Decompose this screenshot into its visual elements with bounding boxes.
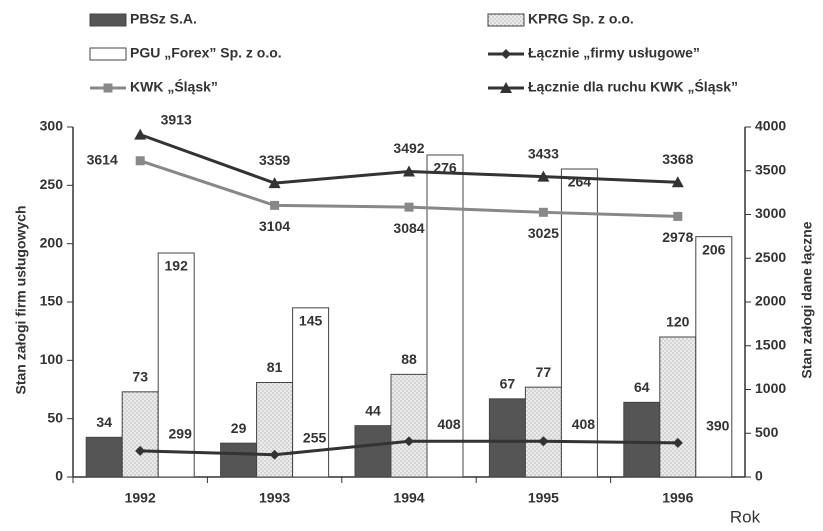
bar — [390, 373, 428, 478]
x-axis-label: Rok — [730, 507, 761, 526]
legend-label: PGU „Forex” Sp. z o.o. — [130, 45, 282, 61]
y-tick-label: 50 — [47, 409, 63, 425]
line-marker — [135, 156, 145, 166]
legend-marker — [500, 82, 512, 93]
line-marker — [671, 176, 684, 188]
data-label: 3433 — [528, 145, 559, 161]
data-label: 299 — [169, 426, 193, 442]
legend-marker — [501, 49, 511, 59]
data-label: 2978 — [662, 229, 693, 245]
data-label: 64 — [634, 379, 650, 395]
bar — [85, 436, 123, 478]
data-label: 3104 — [259, 218, 290, 234]
y2-tick-label: 1000 — [755, 380, 786, 396]
bar — [623, 401, 661, 478]
line-marker — [537, 170, 550, 182]
line-marker — [672, 437, 683, 448]
data-label: 3492 — [393, 140, 424, 156]
x-tick-label: 1995 — [528, 490, 559, 506]
line-marker — [270, 200, 280, 210]
x-tick-label: 1996 — [662, 490, 693, 506]
data-label: 206 — [702, 241, 726, 257]
data-label: 255 — [303, 429, 327, 445]
data-label: 145 — [299, 313, 323, 329]
data-label: 77 — [536, 364, 552, 380]
bar — [220, 442, 258, 478]
line-marker — [673, 211, 683, 221]
legend-swatch — [89, 13, 127, 27]
line-marker — [134, 128, 147, 140]
bar — [659, 336, 697, 478]
data-label: 3614 — [87, 151, 118, 167]
data-label: 73 — [132, 369, 148, 385]
legend-swatch — [487, 13, 525, 27]
data-label: 29 — [231, 420, 247, 436]
x-tick-label: 1993 — [259, 490, 290, 506]
bar — [256, 382, 294, 478]
y-tick-label: 0 — [55, 468, 63, 484]
y2-axis-label: Stan załogi dane łączne — [799, 221, 815, 378]
bar — [560, 168, 598, 478]
line-marker — [404, 202, 414, 212]
y-tick-label: 300 — [40, 118, 64, 134]
line-marker — [268, 177, 281, 189]
bar — [695, 236, 733, 478]
y-tick-label: 150 — [40, 293, 64, 309]
legend-label: KWK „Śląsk” — [130, 78, 218, 95]
y-axis-label: Stan załogi firm usługowych — [13, 205, 29, 394]
data-label: 44 — [365, 402, 381, 418]
legend-marker — [103, 83, 113, 93]
data-label: 264 — [568, 174, 592, 190]
line-marker — [538, 207, 548, 217]
y2-tick-label: 2000 — [755, 293, 786, 309]
data-label: 67 — [500, 376, 516, 392]
line-marker — [404, 436, 414, 447]
data-label: 3359 — [259, 152, 290, 168]
y2-tick-label: 500 — [755, 424, 779, 440]
data-label: 3025 — [528, 225, 559, 241]
line-marker — [135, 445, 146, 456]
data-label: 408 — [572, 416, 596, 432]
line-marker — [538, 436, 549, 447]
y2-tick-label: 3500 — [755, 161, 786, 177]
data-label: 3084 — [393, 220, 424, 236]
data-label: 408 — [437, 416, 461, 432]
bar — [157, 252, 195, 478]
y-tick-label: 200 — [40, 234, 64, 250]
bar — [488, 398, 526, 478]
line-marker — [269, 449, 280, 460]
line-marker — [403, 165, 415, 177]
legend-label: KPRG Sp. z o.o. — [528, 11, 634, 27]
data-label: 34 — [96, 414, 112, 430]
data-label: 81 — [267, 359, 283, 375]
legend-label: Łącznie „firmy usługowe” — [528, 45, 700, 61]
data-label: 3913 — [161, 111, 192, 127]
y2-tick-label: 1500 — [755, 336, 786, 352]
bar — [354, 425, 392, 478]
legend-swatch — [89, 47, 127, 61]
legend-label: PBSz S.A. — [130, 11, 197, 27]
x-tick-label: 1994 — [393, 490, 424, 506]
y2-tick-label: 2500 — [755, 249, 786, 265]
data-label: 3368 — [662, 151, 693, 167]
x-tick-label: 1992 — [125, 490, 156, 506]
y-tick-label: 100 — [40, 351, 64, 367]
data-label: 192 — [165, 258, 189, 274]
data-label: 120 — [666, 314, 690, 330]
legend-label: Łącznie dla ruchu KWK „Śląsk” — [528, 78, 738, 95]
data-label: 390 — [706, 418, 730, 434]
bar — [524, 386, 562, 478]
y-tick-label: 250 — [40, 176, 64, 192]
y2-tick-label: 0 — [755, 468, 763, 484]
data-label: 88 — [401, 351, 417, 367]
y2-tick-label: 3000 — [755, 205, 786, 221]
bar — [121, 391, 159, 478]
y2-tick-label: 4000 — [755, 118, 786, 134]
